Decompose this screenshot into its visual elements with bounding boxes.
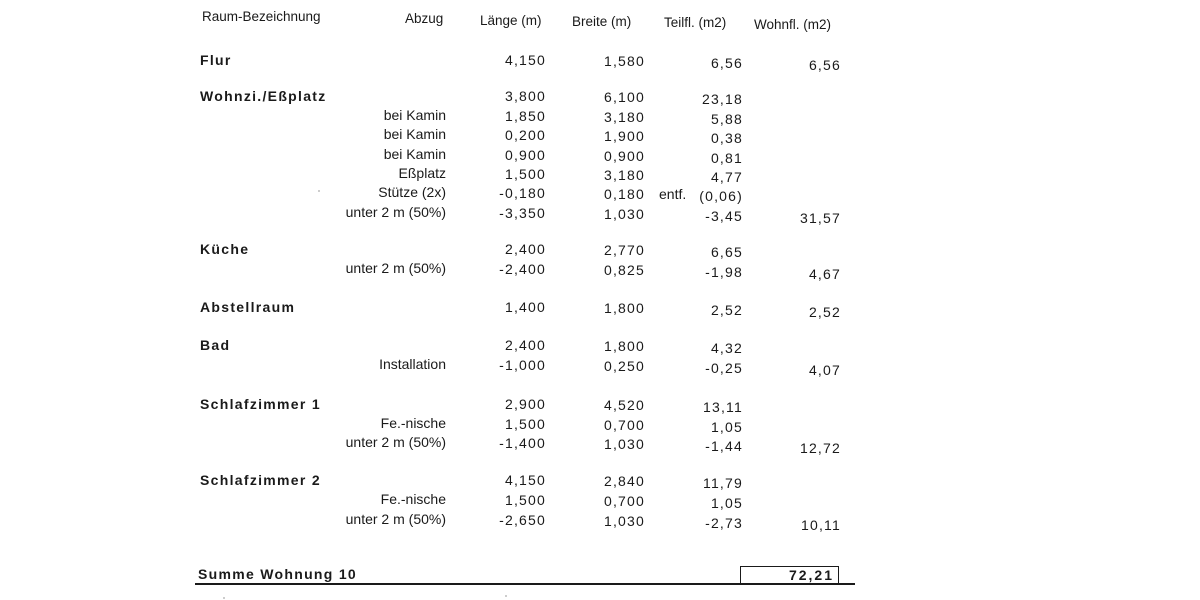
length-value: -1,000 (499, 357, 546, 373)
partial-area-value: 1,05 (710, 419, 743, 435)
length-value: 0,900 (504, 147, 546, 163)
partial-area-value: 4,77 (710, 169, 743, 185)
length-value: 2,900 (504, 396, 546, 412)
header-deduction: Abzug (405, 11, 444, 26)
length-value: 1,500 (504, 492, 546, 508)
deduction-note: entf. (659, 186, 687, 202)
partial-area-value: 0,81 (710, 150, 743, 166)
length-value: 2,400 (504, 337, 546, 353)
living-area-value: 4,67 (808, 266, 841, 282)
room-name: Küche (200, 241, 250, 257)
deduction-label: Fe.-nische (380, 415, 446, 431)
living-area-value: 31,57 (799, 210, 841, 226)
partial-area-value: 4,32 (710, 340, 743, 356)
partial-area-value: -1,98 (705, 264, 743, 280)
deduction-label: Installation (379, 356, 446, 372)
length-value: 1,850 (504, 108, 546, 124)
partial-area-value: 2,52 (710, 302, 743, 318)
length-value: -2,400 (499, 261, 546, 277)
room-name: Schlafzimmer 2 (200, 472, 321, 488)
scan-speck (318, 190, 320, 192)
header-width: Breite (m) (572, 14, 632, 29)
width-value: 0,700 (603, 417, 645, 433)
room-name: Schlafzimmer 1 (200, 396, 321, 412)
partial-area-value: 11,79 (703, 475, 743, 491)
length-value: 1,500 (504, 416, 546, 432)
width-value: 6,100 (603, 89, 645, 105)
deduction-label: unter 2 m (50%) (345, 434, 446, 450)
partial-area-value: 0,38 (710, 130, 743, 146)
length-value: 1,400 (504, 299, 546, 315)
length-value: -1,400 (499, 435, 546, 451)
width-value: 3,180 (603, 109, 645, 125)
deduction-label: unter 2 m (50%) (345, 260, 446, 276)
living-area-value: 6,56 (808, 57, 841, 73)
room-name: Flur (200, 52, 232, 68)
width-value: 0,250 (603, 358, 645, 374)
room-name: Bad (200, 337, 231, 353)
partial-area-value: -2,73 (705, 515, 743, 531)
deduction-label: Eßplatz (398, 165, 446, 181)
width-value: 3,180 (603, 167, 645, 183)
summary-label: Summe Wohnung 10 (198, 566, 357, 582)
partial-area-value: 6,65 (710, 244, 743, 260)
living-area-value: 12,72 (799, 440, 841, 456)
width-value: 0,825 (603, 262, 645, 278)
partial-area-value: 1,05 (710, 495, 743, 511)
width-value: 0,700 (603, 493, 645, 509)
length-value: -0,180 (499, 185, 546, 201)
living-area-value: 10,11 (801, 517, 841, 533)
width-value: 1,800 (603, 338, 645, 354)
header-partial-area: Teilfl. (m2) (664, 15, 727, 30)
length-value: -3,350 (499, 205, 546, 221)
summary-total-value: 72,21 (788, 567, 834, 583)
summary-total-box: 72,21 (740, 566, 839, 584)
living-area-value: 2,52 (808, 304, 841, 320)
width-value: 4,520 (603, 397, 645, 413)
partial-area-value: -1,44 (705, 438, 743, 454)
partial-area-value: -0,25 (705, 360, 743, 376)
deduction-label: unter 2 m (50%) (345, 204, 446, 220)
scan-speck (505, 595, 507, 597)
deduction-label: Fe.-nische (380, 491, 446, 507)
length-value: 4,150 (504, 472, 546, 488)
length-value: -2,650 (499, 512, 546, 528)
width-value: 1,580 (603, 53, 645, 69)
width-value: 0,180 (603, 186, 645, 202)
deduction-label: bei Kamin (383, 107, 446, 123)
width-value: 1,030 (603, 513, 645, 529)
length-value: 4,150 (504, 52, 546, 68)
partial-area-value: (0,06) (699, 188, 743, 204)
width-value: 2,770 (603, 242, 645, 258)
living-area-value: 4,07 (808, 362, 841, 378)
width-value: 0,900 (603, 148, 645, 164)
partial-area-value: 5,88 (710, 111, 743, 127)
width-value: 2,840 (603, 473, 645, 489)
summary-rule (195, 583, 855, 585)
partial-area-value: 13,11 (703, 399, 743, 415)
deduction-label: bei Kamin (383, 146, 446, 162)
length-value: 3,800 (504, 88, 546, 104)
partial-area-value: 23,18 (701, 91, 743, 107)
room-name: Abstellraum (200, 299, 296, 315)
scan-speck (223, 597, 225, 599)
deduction-label: unter 2 m (50%) (345, 511, 446, 527)
partial-area-value: 6,56 (710, 55, 743, 71)
width-value: 1,900 (603, 128, 645, 144)
deduction-label: Stütze (2x) (378, 184, 446, 200)
header-length: Länge (m) (480, 13, 542, 28)
header-living-area: Wohnfl. (m2) (754, 17, 832, 32)
header-room: Raum-Bezeichnung (202, 9, 321, 24)
length-value: 1,500 (504, 166, 546, 182)
length-value: 0,200 (504, 127, 546, 143)
width-value: 1,800 (603, 300, 645, 316)
length-value: 2,400 (504, 241, 546, 257)
width-value: 1,030 (603, 206, 645, 222)
width-value: 1,030 (603, 436, 645, 452)
partial-area-value: -3,45 (705, 208, 743, 224)
deduction-label: bei Kamin (383, 126, 446, 142)
room-name: Wohnzi./Eßplatz (200, 88, 327, 104)
